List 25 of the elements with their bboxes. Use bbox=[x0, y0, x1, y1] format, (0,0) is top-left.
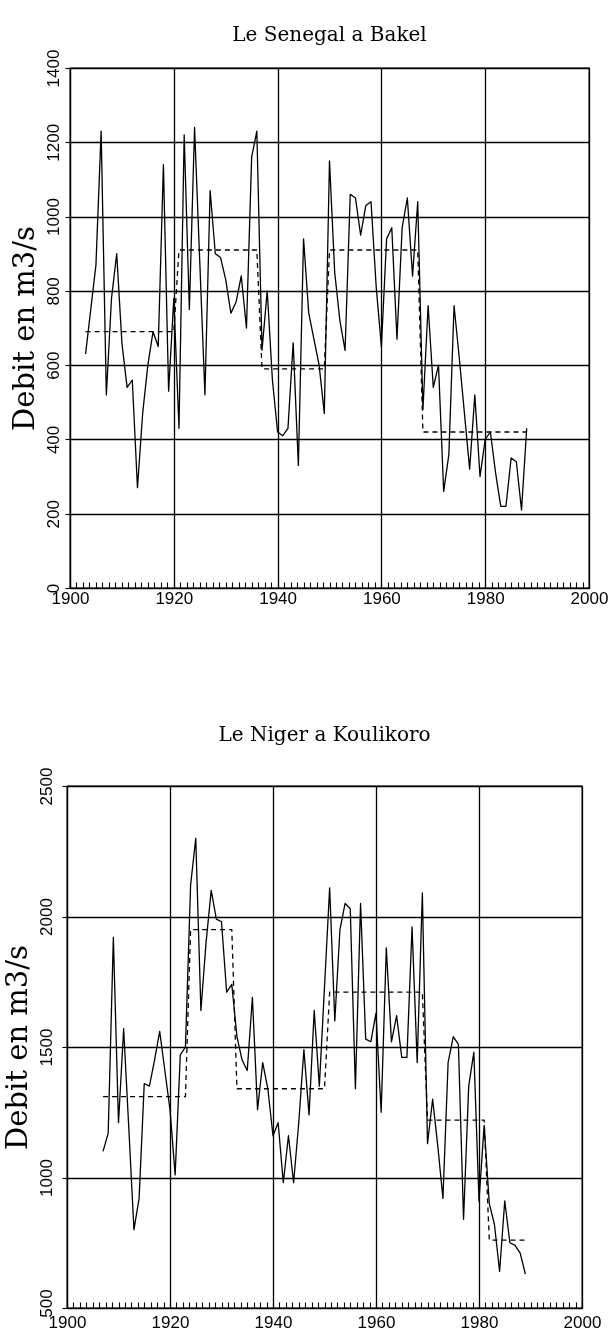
x-tick-label: 1920 bbox=[151, 1312, 190, 1332]
y-tick-label: 400 bbox=[43, 425, 63, 455]
chart-title: Le Niger a Koulikoro bbox=[218, 722, 431, 747]
x-tick-label: 1940 bbox=[259, 588, 298, 608]
y-tick-label: 200 bbox=[43, 500, 63, 529]
x-tick-label: 1940 bbox=[254, 1312, 293, 1332]
y-tick-label: 1000 bbox=[36, 1159, 56, 1197]
y-tick-label: 600 bbox=[43, 351, 63, 380]
chart-title: Le Senegal a Bakel bbox=[232, 22, 427, 47]
x-tick-label: 1980 bbox=[460, 1312, 499, 1332]
y-tick-label: 1000 bbox=[43, 198, 63, 236]
x-tick-label: 2000 bbox=[563, 1312, 602, 1332]
y-tick-label: 1200 bbox=[43, 123, 63, 162]
x-tick-label: 1960 bbox=[357, 1312, 396, 1332]
x-tick-label: 1920 bbox=[155, 588, 194, 608]
y-tick-label: 2500 bbox=[36, 767, 56, 806]
y-tick-label: 800 bbox=[43, 277, 63, 306]
x-tick-label: 2000 bbox=[570, 588, 609, 608]
x-tick-label: 1980 bbox=[466, 588, 505, 608]
y-axis-title: Debit en m3/s bbox=[0, 945, 34, 1150]
y-tick-label: 2000 bbox=[36, 898, 56, 936]
x-tick-label: 1960 bbox=[362, 588, 401, 608]
y-axis-title: Debit en m3/s bbox=[6, 226, 41, 431]
y-tick-label: 1500 bbox=[36, 1028, 56, 1067]
y-tick-label: 1400 bbox=[43, 49, 63, 88]
